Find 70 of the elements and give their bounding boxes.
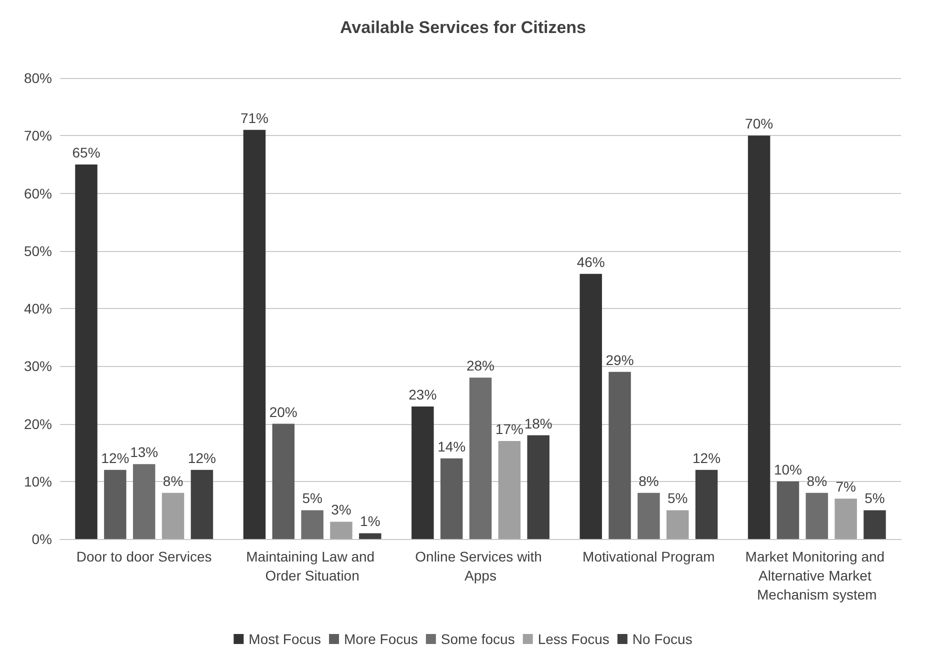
data-label: 65% <box>72 144 100 160</box>
bar <box>75 164 98 539</box>
bar <box>695 470 718 539</box>
x-tick-label: Maintaining Law and Order Situation <box>246 548 378 584</box>
y-tick-label: 60% <box>24 185 52 202</box>
bar <box>580 274 602 539</box>
bar <box>638 492 660 539</box>
data-label: 5% <box>668 490 688 506</box>
legend-label: Some focus <box>440 631 515 647</box>
x-tick-label: Online Services with Apps <box>415 548 546 584</box>
bar <box>272 424 295 539</box>
y-tick-label: 70% <box>24 128 52 144</box>
bar <box>608 372 631 539</box>
data-label: 13% <box>130 444 158 460</box>
data-label: 29% <box>606 352 634 368</box>
data-label: 3% <box>331 502 352 518</box>
data-label: 5% <box>302 490 322 506</box>
data-label: 1% <box>360 513 380 530</box>
data-label: 7% <box>836 478 856 495</box>
y-tick-label: 40% <box>24 300 52 316</box>
data-label: 18% <box>524 415 552 432</box>
bar <box>132 464 156 539</box>
legend-label: No Focus <box>632 631 692 647</box>
data-label: 20% <box>269 404 298 420</box>
data-label: 8% <box>162 472 184 489</box>
bar <box>412 406 434 539</box>
data-label: 28% <box>466 358 495 374</box>
y-tick-label: 30% <box>24 358 52 374</box>
data-label: 46% <box>576 254 605 270</box>
bar <box>748 136 770 539</box>
chart-title: Available Services for Citizens <box>340 18 586 37</box>
bar <box>440 458 463 539</box>
bar <box>104 470 126 539</box>
data-label: 12% <box>101 450 130 466</box>
bar <box>469 378 492 539</box>
bar <box>162 492 184 539</box>
bar <box>864 510 886 539</box>
bar <box>330 522 352 539</box>
bar <box>498 441 521 539</box>
data-label: 71% <box>240 110 268 126</box>
data-label: 10% <box>774 461 802 478</box>
bar <box>776 481 800 539</box>
y-tick-label: 20% <box>24 416 52 432</box>
x-tick-label: Market Monitoring and Alternative Market Mechanism system <box>745 548 888 602</box>
bar <box>301 510 324 539</box>
legend-label: More Focus <box>344 631 418 647</box>
bar <box>359 533 382 539</box>
legend-label: Less Focus <box>538 631 610 647</box>
y-tick-label: 10% <box>24 473 52 490</box>
bar <box>190 470 214 539</box>
data-label: 8% <box>638 472 659 489</box>
bar <box>666 510 689 539</box>
bar <box>243 130 266 539</box>
y-tick-label: 50% <box>24 242 52 259</box>
bar <box>834 498 857 539</box>
data-label: 8% <box>806 472 828 489</box>
data-label: 17% <box>495 421 524 438</box>
data-label: 12% <box>692 450 721 466</box>
data-label: 5% <box>864 490 885 506</box>
data-label: 12% <box>188 450 216 466</box>
y-tick-label: 80% <box>24 70 52 86</box>
data-label: 23% <box>408 386 437 402</box>
data-label: 70% <box>745 116 774 132</box>
y-tick-label: 0% <box>32 531 52 547</box>
bar <box>527 435 550 539</box>
bar <box>806 492 828 539</box>
data-label: 14% <box>438 438 466 454</box>
legend-label: Most Focus <box>248 631 322 647</box>
x-tick-label: Door to door Services <box>76 548 212 564</box>
x-tick-label: Motivational Program <box>582 548 715 564</box>
